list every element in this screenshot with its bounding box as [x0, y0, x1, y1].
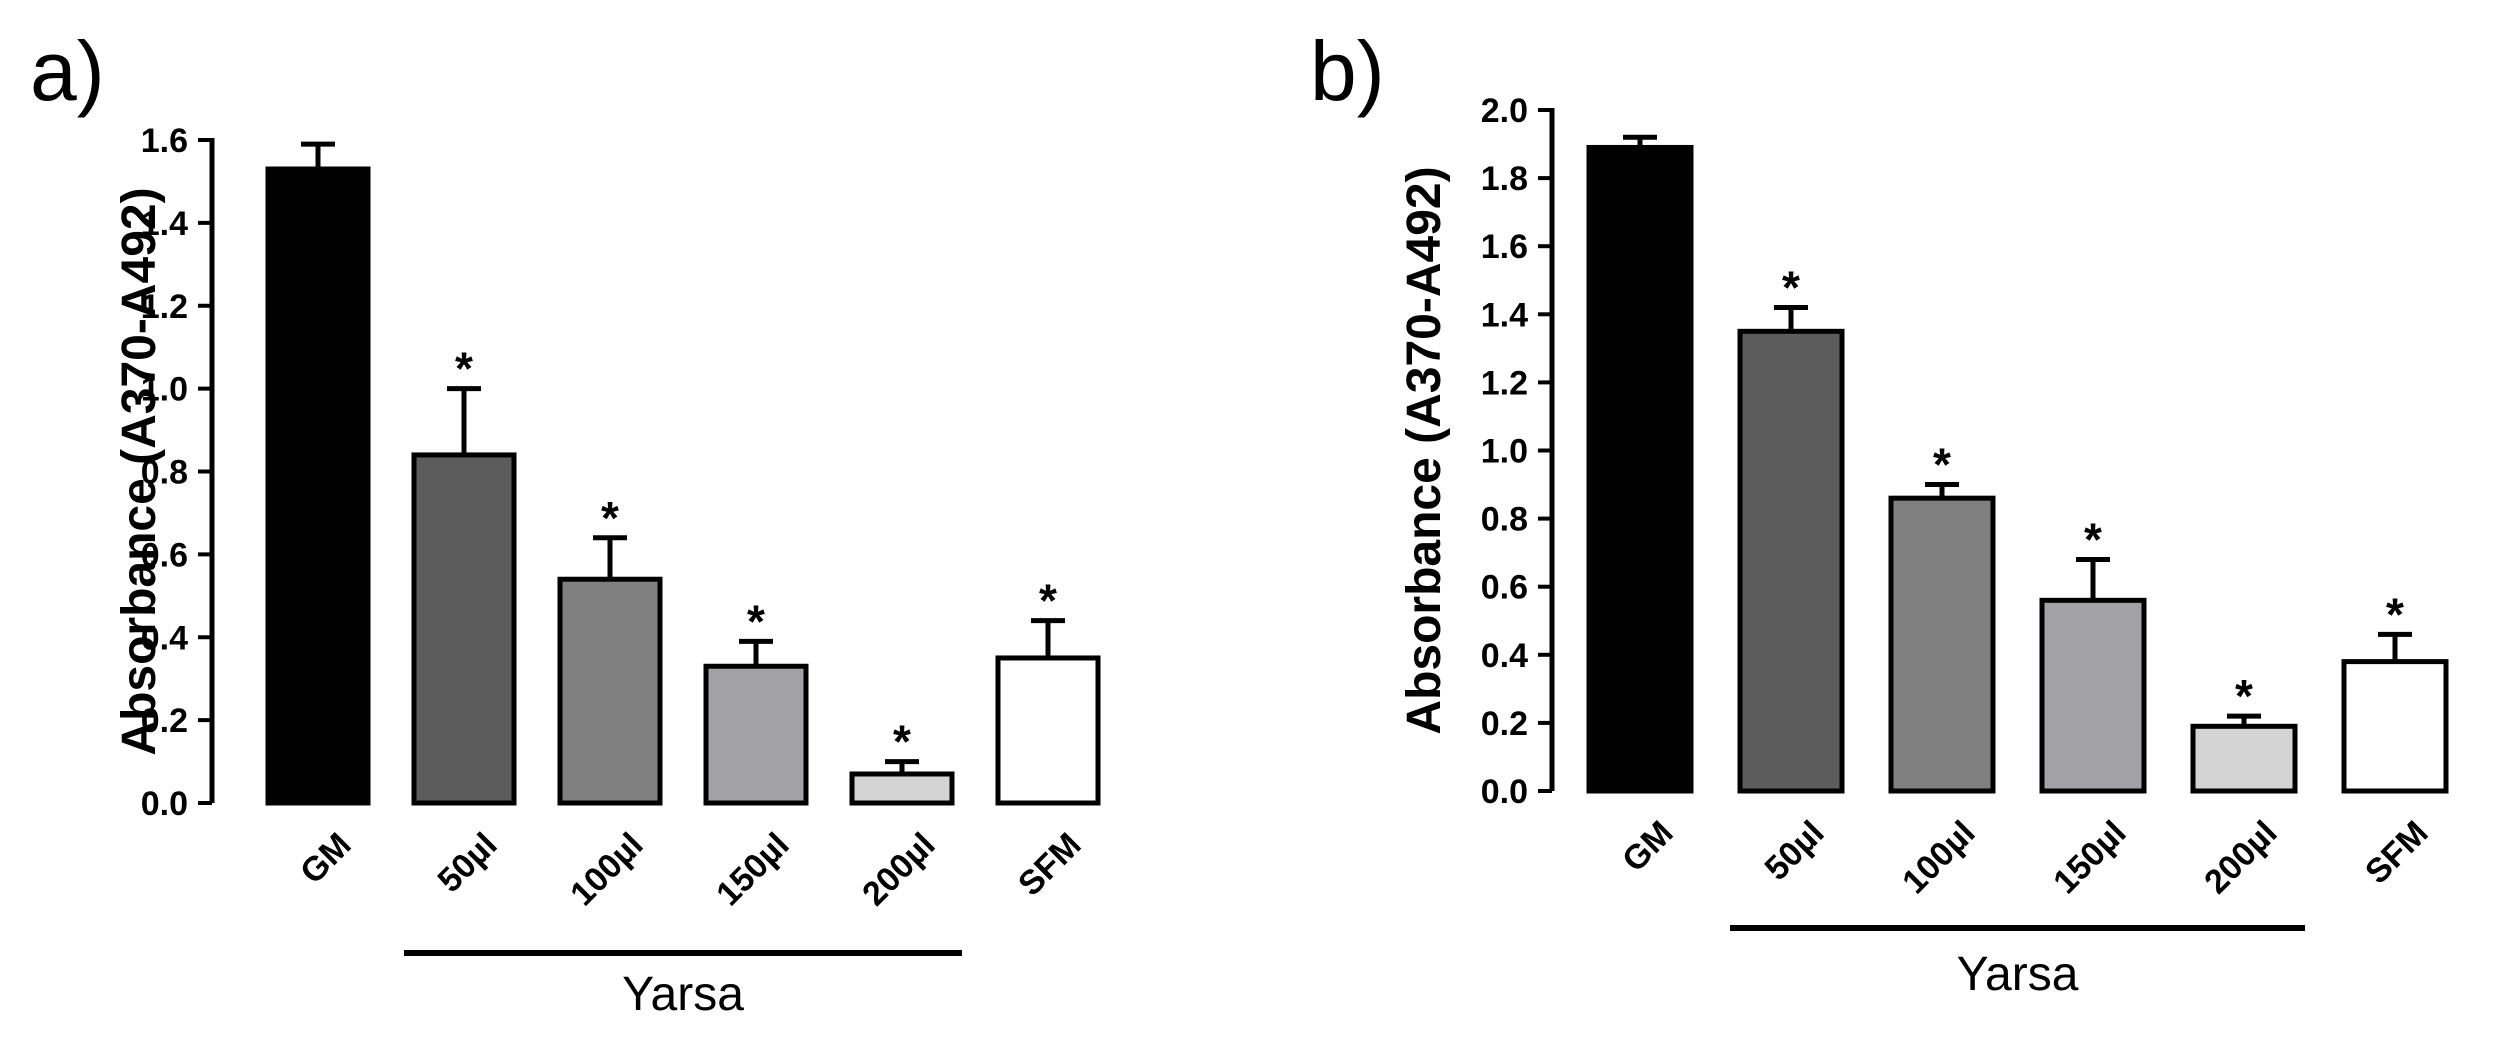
y-tick-label: 1.4: [1481, 296, 1528, 334]
y-axis-title: Absorbance (A370-A492): [113, 187, 166, 755]
x-category-label: 200µl: [855, 826, 943, 914]
chart-panel-a: a) 0.0 0.2 0.4 0.6 0.8 1.0 1.2 1.4 1.6 Absorbance …: [30, 24, 1101, 1021]
x-category-label: GM: [293, 826, 359, 892]
y-tick-label: 1.6: [1481, 228, 1528, 266]
y-tick-label: 1.8: [1481, 160, 1528, 198]
significance-star: *: [1039, 575, 1057, 627]
x-category-label: 50µl: [430, 826, 504, 900]
significance-star: *: [893, 716, 911, 768]
y-tick-label: 1.0: [141, 371, 188, 409]
chart-b-svg: b) 0.0 0.2 0.4 0.6 0.8 1.0 1.2 1.4 1.6 1.8 2.0 Absor…: [1310, 24, 2449, 1001]
y-tick-label: 1.2: [1481, 364, 1528, 402]
bar-1: [265, 166, 371, 806]
y-tick-label: 1.4: [141, 205, 188, 243]
x-category-label: 150µl: [2046, 814, 2134, 902]
significance-star: *: [2235, 670, 2253, 722]
y-tick-label: 1.6: [141, 122, 188, 160]
y-axis-title: Absorbance (A370-A492): [1398, 166, 1451, 734]
bar-6: [995, 655, 1101, 806]
bar-1: [1586, 144, 1694, 794]
y-tick-label: 0.6: [141, 536, 188, 574]
y-tick-label: 2.0: [1481, 92, 1528, 130]
chart-panel-b: b) 0.0 0.2 0.4 0.6 0.8 1.0 1.2 1.4 1.6 1.8 2.0 Absor…: [1290, 0, 2517, 1043]
significance-star: *: [1933, 439, 1951, 491]
y-tick-label: 0.8: [141, 454, 188, 492]
bar-5: [2190, 723, 2298, 794]
x-category-label: SFM: [1011, 826, 1089, 904]
x-category-label: GM: [1615, 814, 1681, 880]
significance-star: *: [747, 595, 765, 647]
panel-label: b): [1310, 24, 1385, 118]
group-label: Yarsa: [622, 968, 744, 1021]
y-tick-label: 1.2: [141, 288, 188, 326]
x-category-label: 100µl: [1895, 814, 1983, 902]
chart-a-svg: a) 0.0 0.2 0.4 0.6 0.8 1.0 1.2 1.4 1.6 Absorbance …: [30, 24, 1101, 1021]
significance-star: *: [2386, 588, 2404, 640]
x-category-label: 150µl: [709, 826, 797, 914]
significance-star: *: [2084, 513, 2102, 565]
significance-star: *: [455, 343, 473, 395]
bar-2: [1737, 328, 1845, 794]
x-category-label: SFM: [2358, 814, 2436, 892]
y-tick-label: 0.4: [1481, 637, 1528, 675]
significance-star: *: [601, 492, 619, 544]
y-tick-label: 0.2: [141, 702, 188, 740]
y-tick-label: 0.6: [1481, 569, 1528, 607]
x-category-label: 100µl: [563, 826, 651, 914]
y-tick-label: 0.0: [141, 785, 188, 823]
panel-label: a): [30, 24, 105, 118]
bar-5: [849, 771, 955, 806]
group-label: Yarsa: [1957, 948, 2079, 1001]
bar-2: [411, 452, 517, 806]
bar-4: [2039, 597, 2147, 794]
y-tick-label: 0.0: [1481, 773, 1528, 811]
x-category-label: 200µl: [2197, 814, 2285, 902]
bar-6: [2341, 659, 2449, 794]
y-tick-label: 0.4: [141, 619, 188, 657]
bar-4: [703, 663, 809, 806]
bar-3: [557, 576, 663, 806]
y-tick-label: 1.0: [1481, 433, 1528, 471]
y-tick-label: 0.8: [1481, 501, 1528, 539]
y-tick-label: 0.2: [1481, 705, 1528, 743]
significance-star: *: [1782, 261, 1800, 313]
bar-3: [1888, 495, 1996, 794]
x-category-label: 50µl: [1757, 814, 1831, 888]
